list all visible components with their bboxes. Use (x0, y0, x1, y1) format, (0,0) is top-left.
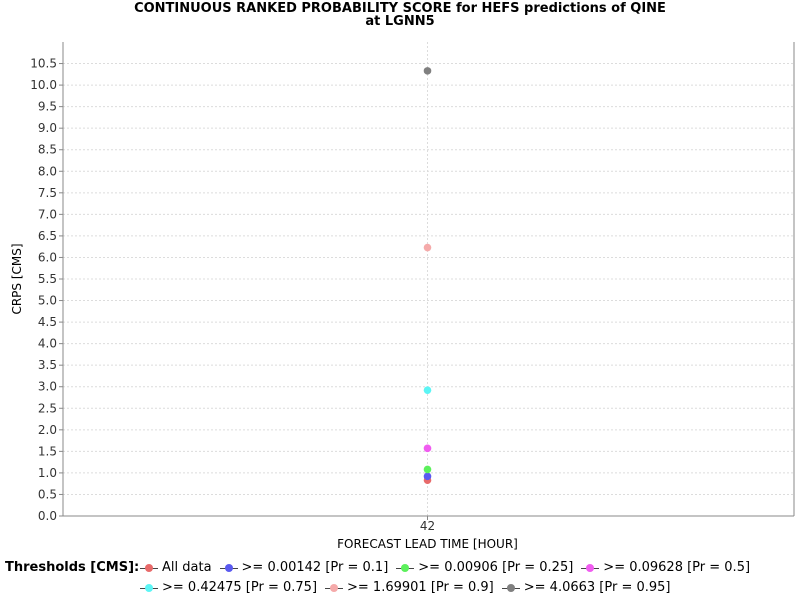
legend-marker-icon (325, 582, 344, 594)
chart-title-line-2: at LGNN5 (365, 14, 435, 29)
legend-item: >= 0.00142 [Pr = 0.1] (219, 560, 389, 575)
y-tick-label: 8.0 (38, 164, 57, 178)
y-tick-label: 2.5 (38, 401, 57, 415)
legend-item: >= 0.00906 [Pr = 0.25] (396, 560, 573, 575)
legend-label: >= 1.69901 [Pr = 0.9] (347, 580, 494, 595)
y-tick-label: 6.0 (38, 250, 57, 264)
legend-label: All data (162, 560, 212, 575)
legend-marker-icon (140, 582, 158, 594)
data-point (423, 67, 432, 75)
legend-label: >= 0.09628 [Pr = 0.5] (603, 560, 751, 575)
y-tick-label: 5.5 (38, 272, 57, 286)
y-tick-label: 0.5 (38, 487, 57, 501)
y-tick-label: 0.0 (38, 509, 57, 523)
y-tick-label: 2.0 (38, 423, 57, 437)
y-tick-label: 3.5 (38, 358, 57, 372)
legend-label: >= 0.00906 [Pr = 0.25] (418, 560, 574, 575)
data-point (423, 243, 432, 252)
y-tick-label: 4.5 (38, 315, 57, 329)
y-tick-label: 7.5 (38, 186, 57, 200)
y-tick-label: 4.0 (38, 337, 57, 351)
y-tick-label: 1.5 (38, 444, 57, 458)
data-point (423, 444, 432, 453)
legend-item: >= 0.42475 [Pr = 0.75] (140, 580, 317, 595)
legend-title: Thresholds [CMS]: (5, 560, 140, 575)
data-point (423, 386, 432, 394)
legend-marker-icon (219, 562, 238, 574)
y-tick-label: 9.5 (38, 100, 57, 114)
legend-row: >= 0.42475 [Pr = 0.75] >= 1.69901 [Pr = 0… (140, 580, 679, 598)
legend-item: >= 0.09628 [Pr = 0.5] (581, 560, 750, 575)
legend-item: >= 4.0663 [Pr = 0.95] (501, 580, 671, 595)
x-axis-label: FORECAST LEAD TIME [HOUR] (337, 537, 518, 551)
legend-label: >= 0.42475 [Pr = 0.75] (162, 580, 318, 595)
y-tick-label: 7.0 (38, 207, 57, 221)
data-point (423, 472, 432, 481)
legend-label: >= 4.0663 [Pr = 0.95] (523, 580, 671, 595)
y-tick-label: 6.5 (38, 229, 57, 243)
legend-marker-icon (396, 562, 415, 574)
legend-label: >= 0.00142 [Pr = 0.1] (241, 560, 389, 575)
legend-marker-icon (581, 562, 600, 574)
y-tick-label: 1.0 (38, 466, 57, 480)
legend-marker-icon (501, 582, 520, 594)
y-tick-label: 10.5 (30, 57, 57, 71)
crps-scatter-chart: 0.0 0.5 1.0 1.5 2.0 2.5 3.0 3.5 4.0 4.5 5.0 5.5 6.0 6… (10, 42, 795, 551)
y-axis-label: CRPS [CMS] (10, 243, 24, 314)
y-tick-label: 3.0 (38, 380, 57, 394)
y-tick-label: 5.0 (38, 294, 57, 308)
legend-marker-icon (140, 562, 158, 574)
legend-row: All data >= 0.00142 [Pr = 0.1] >= 0.00906 … (140, 560, 758, 578)
legend-item: >= 1.69901 [Pr = 0.9] (325, 580, 494, 595)
y-tick-label: 8.5 (38, 143, 57, 157)
data-point (423, 465, 432, 474)
legend-item: All data (140, 560, 212, 575)
chart-title-line-1: CONTINUOUS RANKED PROBABILITY SCORE for … (134, 1, 666, 16)
y-tick-label: 10.0 (30, 78, 57, 92)
y-tick-label: 9.0 (38, 121, 57, 135)
x-tick-label: 42 (420, 519, 435, 533)
